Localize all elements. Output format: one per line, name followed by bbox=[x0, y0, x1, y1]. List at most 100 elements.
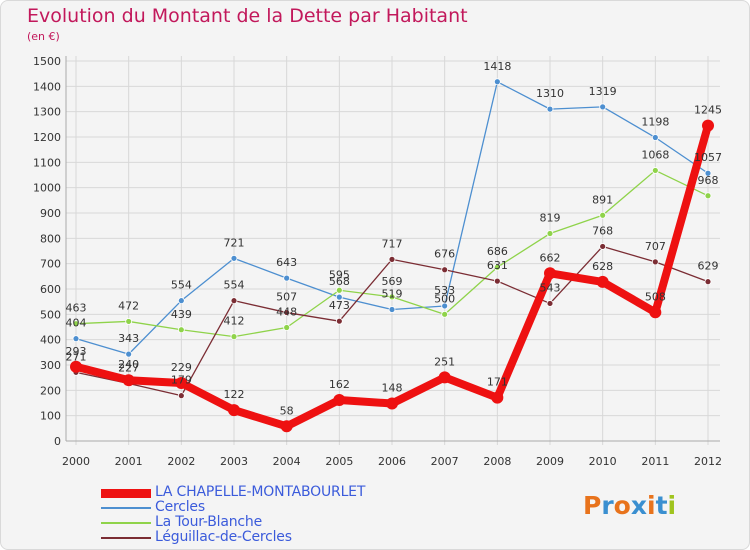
data-point bbox=[544, 267, 556, 280]
y-tick-label: 1300 bbox=[33, 106, 61, 119]
chart-title: Evolution du Montant de la Dette par Hab… bbox=[27, 5, 468, 27]
data-label: 148 bbox=[382, 382, 403, 395]
data-point bbox=[704, 192, 712, 200]
y-tick-label: 1000 bbox=[33, 182, 61, 195]
data-point bbox=[546, 105, 554, 113]
data-point bbox=[651, 167, 659, 174]
y-tick-label: 1500 bbox=[33, 55, 61, 68]
data-point bbox=[283, 274, 291, 282]
data-label: 968 bbox=[698, 174, 719, 187]
data-label: 543 bbox=[540, 281, 561, 294]
data-point bbox=[596, 275, 609, 288]
data-point bbox=[651, 258, 659, 266]
y-tick-label: 300 bbox=[40, 359, 61, 372]
data-point bbox=[386, 397, 398, 410]
data-label: 472 bbox=[118, 299, 139, 312]
x-tick-label: 2006 bbox=[378, 455, 406, 468]
legend-swatch bbox=[101, 507, 151, 509]
data-point bbox=[388, 293, 396, 301]
data-label: 629 bbox=[698, 260, 719, 273]
y-tick-label: 500 bbox=[40, 308, 61, 321]
data-label: 569 bbox=[382, 275, 403, 288]
data-point bbox=[72, 335, 80, 343]
data-label: 1319 bbox=[589, 85, 617, 98]
y-tick-label: 600 bbox=[40, 283, 61, 296]
data-label: 891 bbox=[592, 193, 613, 206]
data-point bbox=[70, 360, 82, 373]
data-point bbox=[441, 266, 449, 274]
chart-subtitle: (en €) bbox=[27, 30, 60, 43]
data-point bbox=[280, 420, 293, 433]
data-point bbox=[230, 297, 238, 305]
data-label: 1068 bbox=[641, 148, 669, 161]
data-label: 439 bbox=[171, 308, 192, 321]
data-point bbox=[335, 286, 343, 294]
data-point bbox=[546, 300, 554, 307]
data-label: 412 bbox=[224, 315, 245, 328]
data-point bbox=[493, 263, 501, 271]
data-point bbox=[441, 302, 449, 310]
x-tick-label: 2007 bbox=[431, 455, 459, 468]
data-label: 676 bbox=[434, 248, 455, 261]
data-point bbox=[125, 318, 133, 325]
data-point bbox=[230, 254, 238, 262]
x-tick-label: 2012 bbox=[694, 455, 722, 468]
data-point bbox=[441, 310, 449, 318]
legend-label: La Tour-Blanche bbox=[155, 514, 262, 530]
data-point bbox=[388, 255, 396, 263]
legend-label: Léguillac-de-Cercles bbox=[155, 529, 292, 545]
data-label: 500 bbox=[434, 292, 455, 305]
data-point bbox=[491, 391, 504, 404]
x-tick-label: 2011 bbox=[641, 455, 669, 468]
data-label: 271 bbox=[66, 350, 87, 363]
y-tick-label: 700 bbox=[40, 258, 61, 271]
data-label: 1310 bbox=[536, 87, 564, 100]
data-point bbox=[335, 293, 343, 301]
data-point bbox=[283, 309, 291, 316]
data-point bbox=[177, 326, 185, 334]
y-tick-label: 400 bbox=[40, 334, 61, 347]
y-tick-label: 800 bbox=[40, 232, 61, 245]
data-label: 171 bbox=[487, 376, 508, 389]
data-label: 554 bbox=[224, 279, 245, 292]
legend-label: Cercles bbox=[155, 499, 205, 515]
data-point bbox=[333, 393, 346, 406]
data-label: 1245 bbox=[694, 104, 722, 117]
data-label: 179 bbox=[171, 374, 192, 387]
data-point bbox=[228, 404, 240, 417]
data-label: 662 bbox=[540, 251, 561, 264]
data-label: 122 bbox=[224, 388, 245, 401]
data-label: 631 bbox=[487, 259, 508, 272]
data-point bbox=[438, 371, 451, 384]
data-point bbox=[702, 119, 714, 132]
data-point bbox=[493, 78, 501, 86]
data-label: 473 bbox=[329, 299, 350, 312]
data-point bbox=[599, 211, 607, 219]
data-label: 251 bbox=[434, 355, 455, 368]
data-label: 58 bbox=[280, 404, 294, 417]
data-point bbox=[283, 324, 291, 331]
y-tick-label: 900 bbox=[40, 207, 61, 220]
data-label: 162 bbox=[329, 378, 350, 391]
data-label: 507 bbox=[276, 291, 297, 304]
data-label: 1198 bbox=[641, 116, 669, 129]
x-tick-label: 2000 bbox=[62, 455, 90, 468]
y-tick-label: 1200 bbox=[33, 131, 61, 144]
data-point bbox=[72, 320, 80, 328]
data-point bbox=[546, 230, 554, 237]
data-label: 404 bbox=[66, 317, 87, 330]
data-label: 768 bbox=[592, 224, 613, 237]
data-label: 628 bbox=[592, 260, 613, 273]
data-point bbox=[704, 278, 712, 286]
data-point bbox=[177, 297, 185, 305]
data-label: 595 bbox=[329, 268, 350, 281]
data-label: 717 bbox=[382, 237, 403, 250]
y-tick-label: 1400 bbox=[33, 80, 61, 93]
data-label: 707 bbox=[645, 240, 666, 253]
legend-label: LA CHAPELLE-MONTABOURLET bbox=[155, 484, 366, 500]
data-label: 1418 bbox=[483, 60, 511, 73]
x-tick-label: 2004 bbox=[273, 455, 301, 468]
data-label: 293 bbox=[66, 345, 87, 358]
x-tick-label: 2005 bbox=[325, 455, 353, 468]
